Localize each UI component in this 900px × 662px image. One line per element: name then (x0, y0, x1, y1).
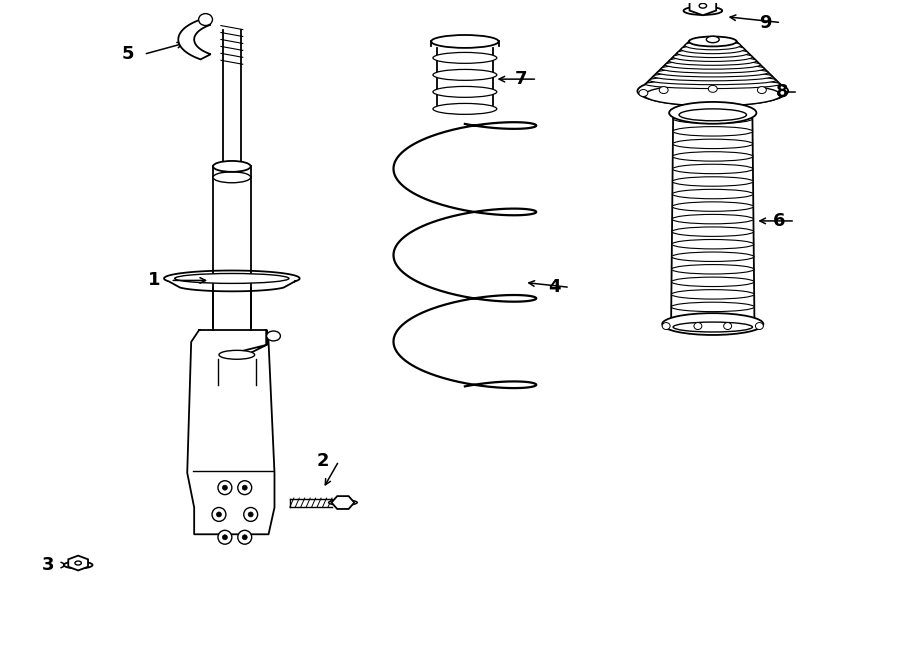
Ellipse shape (653, 72, 772, 81)
Ellipse shape (645, 79, 780, 89)
Ellipse shape (673, 322, 752, 332)
Ellipse shape (677, 48, 749, 58)
Ellipse shape (662, 64, 764, 73)
Ellipse shape (199, 14, 212, 26)
Polygon shape (68, 555, 88, 571)
Ellipse shape (649, 75, 776, 85)
Ellipse shape (665, 60, 760, 69)
Ellipse shape (433, 87, 497, 97)
Ellipse shape (672, 214, 753, 224)
Ellipse shape (708, 85, 717, 92)
Ellipse shape (213, 172, 251, 183)
Ellipse shape (671, 265, 754, 274)
Ellipse shape (175, 273, 289, 283)
Text: 8: 8 (776, 83, 788, 101)
Ellipse shape (672, 189, 753, 199)
Ellipse shape (673, 52, 752, 62)
Ellipse shape (671, 240, 753, 249)
Ellipse shape (657, 68, 769, 77)
Ellipse shape (671, 302, 754, 312)
Ellipse shape (433, 103, 497, 115)
Polygon shape (331, 496, 355, 509)
Ellipse shape (671, 277, 754, 287)
Circle shape (222, 535, 228, 540)
Circle shape (242, 535, 248, 540)
Ellipse shape (694, 322, 702, 330)
Ellipse shape (673, 114, 752, 124)
Ellipse shape (680, 109, 746, 120)
Circle shape (242, 485, 248, 490)
Ellipse shape (758, 87, 766, 93)
Ellipse shape (724, 322, 732, 330)
Ellipse shape (644, 84, 781, 106)
Polygon shape (689, 0, 716, 15)
Ellipse shape (778, 89, 787, 97)
Ellipse shape (669, 102, 756, 124)
Ellipse shape (433, 70, 497, 80)
Circle shape (238, 530, 252, 544)
Ellipse shape (639, 89, 648, 97)
Ellipse shape (673, 126, 752, 136)
Circle shape (218, 530, 232, 544)
Ellipse shape (672, 152, 753, 161)
Text: 1: 1 (148, 271, 161, 289)
Ellipse shape (755, 322, 763, 330)
Text: 9: 9 (759, 14, 771, 32)
Text: 7: 7 (515, 70, 527, 88)
Ellipse shape (672, 164, 753, 173)
Ellipse shape (437, 104, 492, 114)
Ellipse shape (671, 314, 754, 324)
Ellipse shape (672, 227, 753, 236)
Ellipse shape (669, 56, 756, 66)
Ellipse shape (433, 52, 497, 64)
Ellipse shape (706, 36, 719, 42)
Ellipse shape (685, 41, 741, 50)
Ellipse shape (75, 561, 81, 565)
Circle shape (248, 512, 253, 517)
Circle shape (218, 481, 232, 495)
Ellipse shape (681, 45, 744, 54)
Ellipse shape (662, 313, 763, 335)
Circle shape (217, 512, 221, 517)
Circle shape (212, 508, 226, 522)
Ellipse shape (219, 350, 255, 359)
Ellipse shape (266, 331, 281, 341)
Ellipse shape (673, 139, 752, 148)
Ellipse shape (672, 177, 753, 186)
Ellipse shape (659, 87, 668, 93)
Ellipse shape (672, 202, 753, 211)
Ellipse shape (213, 161, 251, 172)
Text: 6: 6 (773, 212, 786, 230)
Ellipse shape (683, 7, 722, 15)
Ellipse shape (328, 500, 357, 505)
Ellipse shape (671, 290, 754, 299)
Text: 4: 4 (548, 278, 561, 297)
Circle shape (244, 508, 257, 522)
Text: 2: 2 (317, 452, 329, 470)
Text: 3: 3 (42, 556, 55, 574)
Circle shape (222, 485, 228, 490)
Ellipse shape (431, 35, 499, 48)
Ellipse shape (671, 252, 754, 261)
Ellipse shape (662, 322, 670, 330)
Circle shape (238, 481, 252, 495)
Ellipse shape (64, 561, 93, 569)
Ellipse shape (637, 76, 788, 106)
Polygon shape (178, 20, 211, 60)
Ellipse shape (699, 3, 707, 8)
Ellipse shape (689, 37, 736, 46)
Ellipse shape (689, 36, 736, 46)
Text: 5: 5 (122, 45, 134, 64)
